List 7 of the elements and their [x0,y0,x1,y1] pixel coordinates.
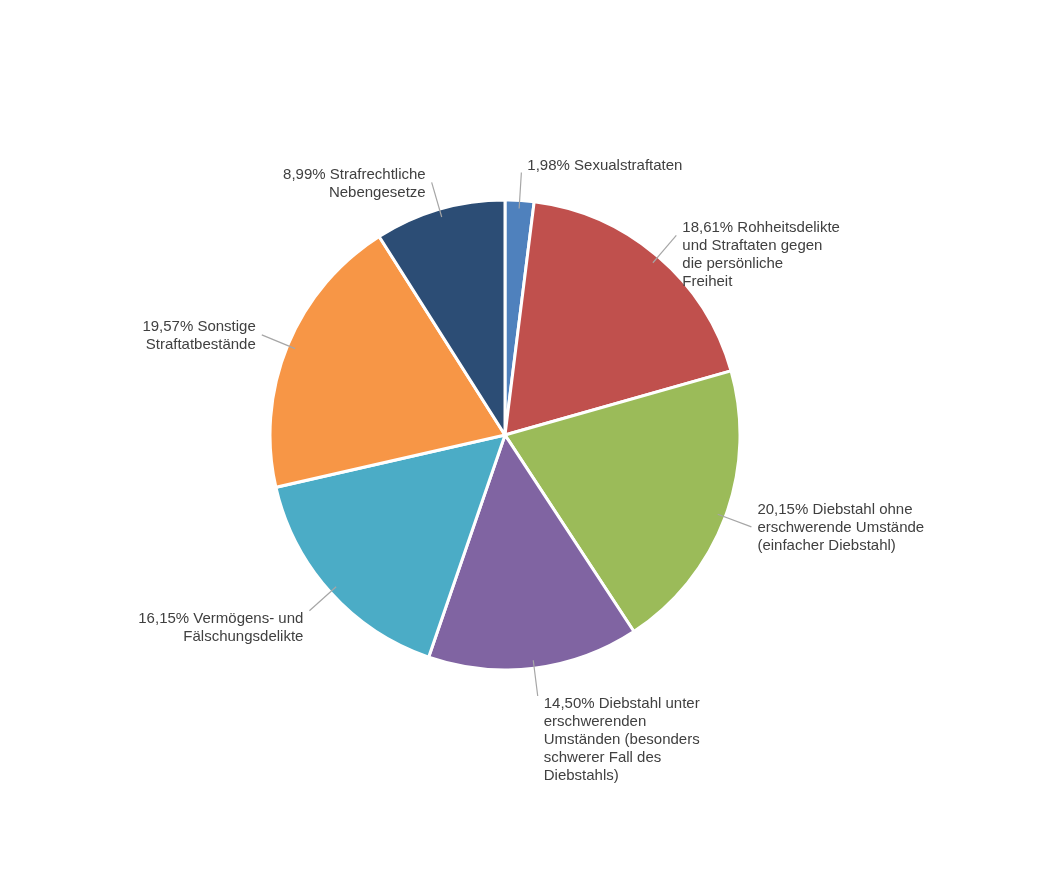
slice-label: 16,15% Vermögens- und Fälschungsdelikte [138,608,304,644]
slice-label: 14,50% Diebstahl unter erschwerenden Umständen (besonders schwerer Fall des Diebstahls) [543,693,700,783]
slice-label: 1,98% Sexualstraftaten [527,155,683,173]
slice-label: 19,57% Sonstige Straftatbestände [142,316,256,352]
slice-label: 8,99% Strafrechtliche Nebengesetze [283,165,426,201]
slice-label: 18,61% Rohheitsdelikte und Straftaten gegen die persönliche Freiheit [682,218,840,290]
slice-label: 20,15% Diebstahl ohne erschwerende Umstände (einfacher Diebstahl) [757,499,925,553]
